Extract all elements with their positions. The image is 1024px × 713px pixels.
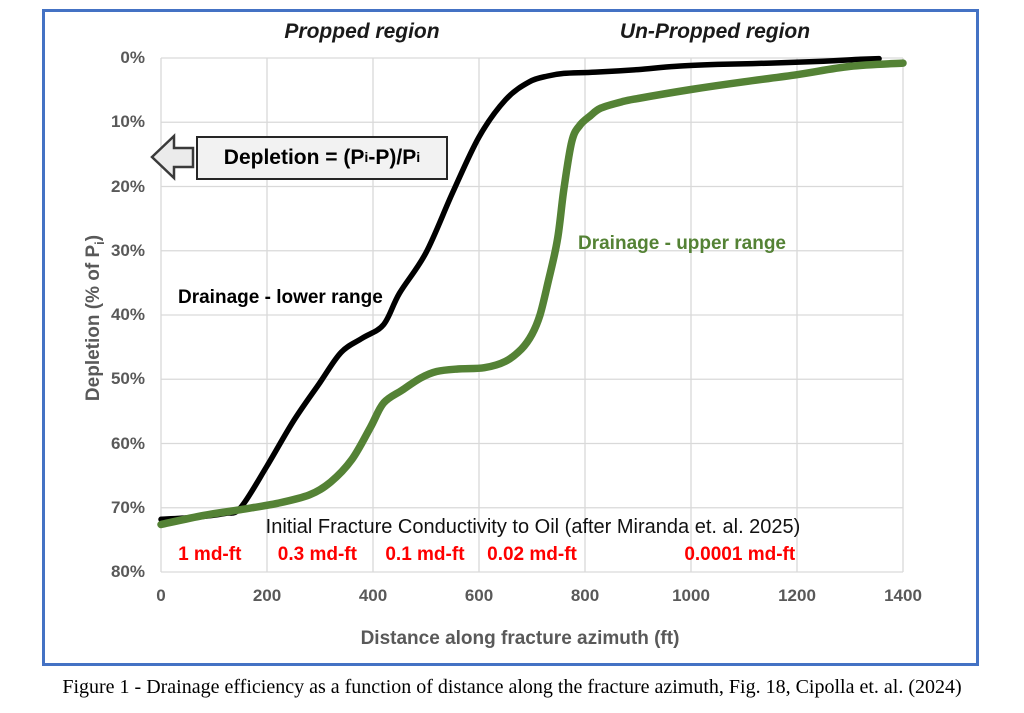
y-tick-label: 50% [110, 369, 145, 389]
y-tick-label: 30% [110, 240, 145, 260]
lower-range-series-label: Drainage - lower range [178, 287, 383, 308]
depletion-arrow-icon [150, 133, 195, 181]
formula-text: Depletion = (P [223, 146, 365, 169]
upper-range-series-label: Drainage - upper range [578, 233, 786, 254]
formula-subscript-2: i [416, 150, 421, 166]
y-tick-label: 80% [110, 562, 145, 581]
x-tick-label: 1400 [884, 586, 922, 605]
y-tick-label: 70% [110, 497, 145, 517]
gridlines [160, 57, 904, 573]
conductivity-label: 0.3 md-ft [277, 544, 357, 565]
conductivity-annotation-title: Initial Fracture Conductivity to Oil (af… [265, 516, 801, 538]
formula-subscript-1: i [364, 150, 369, 166]
x-tick-label: 1200 [778, 586, 816, 605]
y-tick-label: 10% [110, 112, 145, 132]
x-axis-title: Distance along fracture azimuth (ft) [360, 628, 680, 649]
chart-frame [42, 9, 979, 666]
x-tick-label: 200 [252, 586, 282, 605]
x-tick-label: 800 [570, 586, 600, 605]
x-tick-label: 600 [464, 586, 494, 605]
unpropped-region-label: Un-Propped region [619, 20, 811, 43]
x-tick-label: 0 [156, 586, 166, 605]
conductivity-label: 1 md-ft [178, 544, 242, 565]
conductivity-label: 0.1 md-ft [385, 544, 465, 565]
series-curve-lower-range [158, 55, 882, 523]
conductivity-label: 0.02 md-ft [487, 544, 577, 565]
propped-region-label: Propped region [284, 20, 440, 43]
formula-text-mid: -P)/P [368, 146, 417, 169]
y-tick-label: 20% [110, 176, 145, 196]
curves [157, 55, 907, 529]
conductivity-label: 0.0001 md-ft [684, 544, 796, 565]
y-tick-label: 40% [110, 305, 145, 324]
y-tick-label: 0% [120, 48, 145, 67]
figure-caption: Figure 1 - Drainage efficiency as a func… [62, 676, 962, 698]
x-tick-label: 1000 [672, 586, 710, 605]
x-tick-label: 400 [358, 586, 388, 605]
depletion-formula-box: Depletion = (P i -P)/P i [196, 136, 448, 180]
y-tick-label: 60% [110, 433, 145, 453]
series-curve-upper-range [157, 59, 907, 529]
